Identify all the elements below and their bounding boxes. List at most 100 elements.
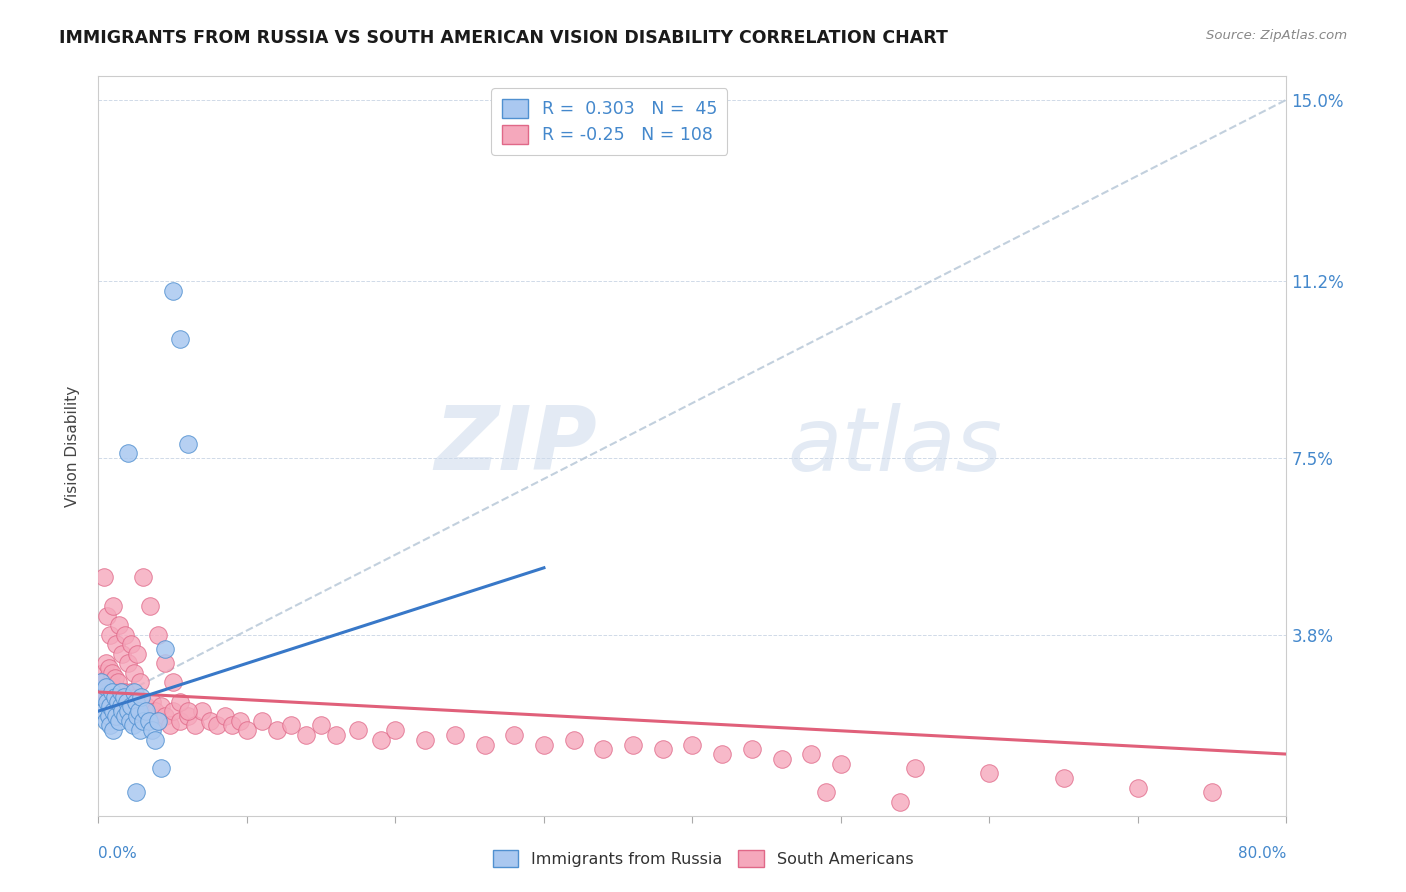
Point: [117, 446, 139, 460]
Point: [120, 685, 142, 699]
Point: [107, 690, 129, 704]
Point: [228, 714, 250, 728]
Point: [117, 657, 139, 671]
Point: [98, 685, 121, 699]
Point: [198, 714, 221, 728]
Point: [533, 738, 555, 752]
Point: [176, 704, 198, 718]
Point: [117, 704, 139, 718]
Point: [370, 732, 392, 747]
Point: [128, 699, 150, 714]
Point: [139, 599, 162, 613]
Point: [98, 699, 121, 714]
Point: [112, 699, 135, 714]
Point: [121, 718, 143, 732]
Point: [135, 704, 157, 718]
Point: [124, 694, 146, 708]
Point: [149, 761, 172, 775]
Point: [90, 675, 112, 690]
Point: [124, 785, 146, 799]
Point: [115, 694, 138, 708]
Point: [347, 723, 370, 738]
Point: [104, 694, 127, 708]
Y-axis label: Vision Disability: Vision Disability: [65, 385, 80, 507]
Point: [155, 642, 177, 657]
Point: [96, 690, 118, 704]
Point: [146, 714, 169, 728]
Point: [117, 690, 139, 704]
Point: [131, 694, 153, 708]
Text: 0.0%: 0.0%: [98, 846, 138, 861]
Point: [105, 704, 128, 718]
Point: [138, 714, 160, 728]
Text: 80.0%: 80.0%: [1239, 846, 1286, 861]
Point: [770, 752, 793, 766]
Point: [143, 732, 166, 747]
Point: [103, 704, 125, 718]
Point: [474, 738, 496, 752]
Point: [155, 657, 177, 671]
Point: [121, 704, 143, 718]
Point: [443, 728, 465, 742]
Point: [800, 747, 823, 761]
Point: [413, 732, 436, 747]
Point: [97, 709, 120, 723]
Point: [143, 704, 166, 718]
Text: Source: ZipAtlas.com: Source: ZipAtlas.com: [1206, 29, 1347, 42]
Point: [651, 742, 673, 756]
Point: [904, 761, 927, 775]
Point: [155, 709, 177, 723]
Point: [132, 570, 155, 584]
Point: [250, 714, 273, 728]
Point: [120, 699, 142, 714]
Point: [681, 738, 703, 752]
Point: [176, 709, 198, 723]
Point: [141, 723, 163, 738]
Point: [104, 671, 127, 685]
Point: [114, 685, 136, 699]
Point: [146, 714, 169, 728]
Point: [711, 747, 734, 761]
Point: [94, 680, 117, 694]
Point: [101, 665, 124, 680]
Text: IMMIGRANTS FROM RUSSIA VS SOUTH AMERICAN VISION DISABILITY CORRELATION CHART: IMMIGRANTS FROM RUSSIA VS SOUTH AMERICAN…: [59, 29, 948, 46]
Point: [1053, 771, 1076, 785]
Point: [503, 728, 526, 742]
Point: [141, 694, 163, 708]
Point: [91, 665, 114, 680]
Point: [146, 628, 169, 642]
Point: [90, 675, 112, 690]
Point: [129, 723, 152, 738]
Point: [111, 690, 134, 704]
Point: [295, 728, 318, 742]
Point: [98, 628, 121, 642]
Point: [103, 599, 125, 613]
Point: [176, 436, 198, 450]
Point: [169, 714, 191, 728]
Point: [97, 661, 120, 675]
Point: [169, 332, 191, 346]
Point: [103, 680, 125, 694]
Point: [108, 694, 131, 708]
Point: [236, 723, 259, 738]
Point: [103, 723, 125, 738]
Point: [621, 738, 644, 752]
Point: [110, 685, 132, 699]
Point: [889, 795, 911, 809]
Point: [129, 709, 152, 723]
Point: [184, 718, 207, 732]
Point: [115, 704, 138, 718]
Point: [107, 675, 129, 690]
Point: [105, 637, 128, 651]
Point: [562, 732, 585, 747]
Point: [815, 785, 838, 799]
Point: [101, 690, 124, 704]
Point: [96, 694, 118, 708]
Point: [97, 694, 120, 708]
Point: [101, 685, 124, 699]
Point: [108, 618, 131, 632]
Point: [149, 699, 172, 714]
Point: [122, 665, 145, 680]
Point: [93, 685, 115, 699]
Point: [111, 704, 134, 718]
